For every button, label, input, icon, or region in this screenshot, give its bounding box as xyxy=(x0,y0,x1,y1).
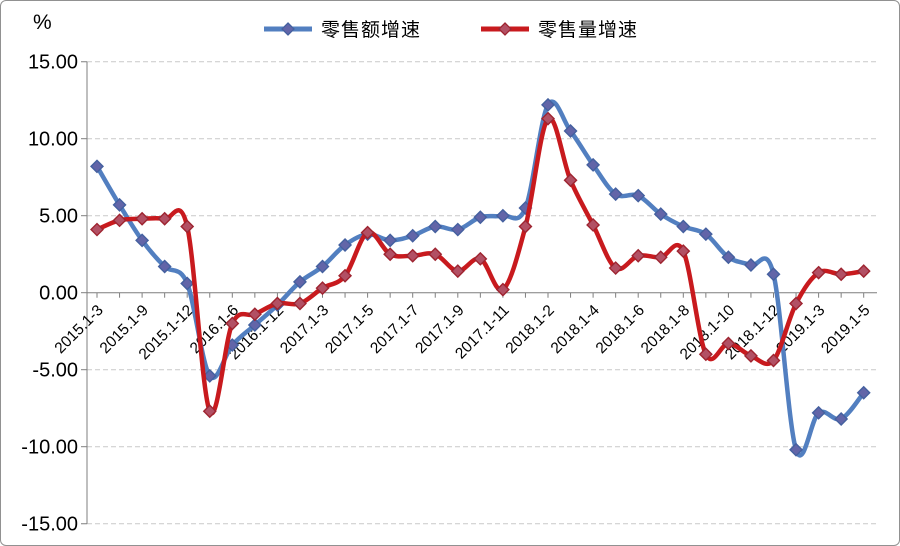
legend-item-retail-sales-volume-growth: 零售量增速 xyxy=(479,15,638,42)
legend-blue-line-marker-icon xyxy=(263,21,312,36)
legend-item-retail-sales-value-growth: 零售额增速 xyxy=(262,15,421,42)
svg-text:2017.1-3: 2017.1-3 xyxy=(277,302,332,357)
svg-text:2017.1-5: 2017.1-5 xyxy=(322,302,377,357)
axes xyxy=(86,61,877,524)
svg-text:10.00: 10.00 xyxy=(28,129,78,151)
y-axis-labels: 15.00 10.00 5.00 0.00 -5.00 -10.00 -15.00 xyxy=(21,52,78,536)
svg-text:2018.1-4: 2018.1-4 xyxy=(548,302,604,358)
svg-text:2018.1-6: 2018.1-6 xyxy=(593,302,648,357)
svg-text:5.00: 5.00 xyxy=(39,206,78,228)
gridlines xyxy=(81,61,877,525)
legend: 零售额增速 零售量增速 xyxy=(1,15,899,42)
svg-text:2019.1-5: 2019.1-5 xyxy=(818,302,873,357)
svg-text:0.00: 0.00 xyxy=(39,283,78,305)
legend-label-retail-sales-volume: 零售量增速 xyxy=(538,19,639,41)
legend-label-retail-sales-value: 零售额增速 xyxy=(320,19,421,41)
legend-red-line-marker-icon xyxy=(481,21,529,36)
svg-text:2015.1-3: 2015.1-3 xyxy=(52,302,107,357)
series-retail-volume xyxy=(90,111,871,419)
svg-text:-15.00: -15.00 xyxy=(21,514,78,536)
svg-text:-5.00: -5.00 xyxy=(32,360,78,382)
svg-text:2017.1-7: 2017.1-7 xyxy=(367,302,422,357)
svg-text:15.00: 15.00 xyxy=(28,52,78,74)
series-retail-value xyxy=(90,97,871,458)
svg-text:2018.1-2: 2018.1-2 xyxy=(503,302,558,357)
svg-text:-10.00: -10.00 xyxy=(21,437,78,459)
y-axis-unit-label: % xyxy=(33,11,52,34)
